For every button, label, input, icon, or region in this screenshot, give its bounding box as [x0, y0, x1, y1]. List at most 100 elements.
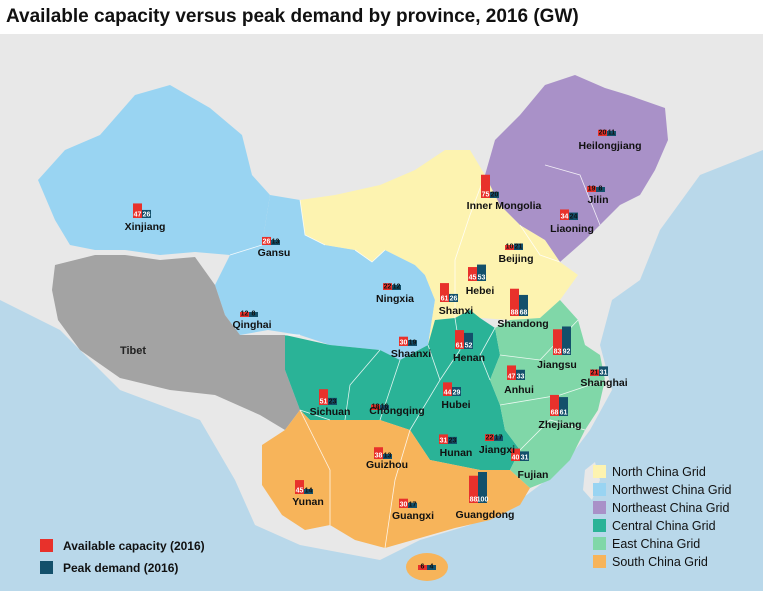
bar-value-available-sichuan: 51: [320, 399, 328, 406]
region-gansu-qinghai-ningxia-shaanxi: [215, 195, 435, 360]
bar-value-peak-shaanxi: 19: [409, 340, 417, 347]
bar-peak-shaanxi: [408, 340, 417, 346]
bar-value-peak-qinghai: 8: [252, 311, 256, 318]
bar-value-peak-inner-mongolia: 20: [491, 192, 499, 199]
province-label-qinghai: Qinghai: [232, 319, 271, 331]
bar-available-shaanxi: [399, 336, 408, 346]
province-label-sichuan: Sichuan: [310, 406, 351, 418]
bar-available-shanghai: [590, 369, 599, 376]
legend-swatch-northwest-china: [593, 483, 606, 496]
bar-peak-liaoning: [569, 212, 578, 220]
bar-value-peak-sichuan: 23: [329, 399, 337, 406]
bar-peak-shandong: [519, 294, 528, 316]
legend-swatch-peak: [40, 561, 53, 574]
province-label-hunan: Hunan: [440, 447, 473, 459]
bar-available-liaoning: [560, 209, 569, 220]
province-label-shaanxi: Shaanxi: [391, 348, 431, 360]
bar-value-peak-yunan: 14: [305, 488, 313, 495]
bar-value-peak-jilin: 8: [599, 186, 603, 193]
bar-value-available-jiangxi: 22: [486, 435, 494, 442]
bar-peak-beijing: [514, 243, 523, 250]
bar-available-beijing: [505, 245, 514, 250]
province-label-chongqing: Chongqing: [369, 405, 424, 417]
bar-value-peak-zhejiang: 61: [560, 410, 568, 417]
province-label-hebei: Hebei: [466, 285, 495, 297]
tibet-label: Tibet: [120, 345, 146, 357]
bar-available-jilin: [587, 186, 596, 192]
bar-available-guangdong: [469, 475, 478, 503]
bar-peak-ningxia: [392, 285, 401, 290]
bar-value-available-qinghai: 12: [241, 311, 249, 318]
bar-available-jiangsu: [553, 329, 562, 355]
bar-value-peak-guangxi: 17: [409, 502, 417, 509]
bar-available-chongqing: [371, 404, 380, 410]
province-label-henan: Henan: [453, 352, 485, 364]
province-label-ningxia: Ningxia: [376, 293, 414, 305]
legend-swatch-north-china: [593, 465, 606, 478]
province-label-xinjiang: Xinjiang: [125, 221, 166, 233]
bar-available-hebei: [468, 267, 477, 281]
bar-available-ningxia: [383, 283, 392, 290]
province-label-inner-mongolia: Inner Mongolia: [467, 200, 542, 212]
legend-label-peak: Peak demand (2016): [63, 561, 178, 575]
bar-available-xinjiang: [133, 203, 142, 218]
bar-value-available-hunan: 31: [440, 438, 448, 445]
region-central-china: [285, 310, 520, 470]
bar-value-available-shandong: 88: [511, 310, 519, 317]
legend-swatch-northeast-china: [593, 501, 606, 514]
bar-value-available-chongqing: 18: [372, 404, 380, 411]
legend-label-north-china: North China Grid: [612, 465, 706, 479]
bar-available-anhui: [507, 365, 516, 380]
legend-swatch-south-china: [593, 555, 606, 568]
legend-swatch-available: [40, 539, 53, 552]
bar-value-available-guangdong: 88: [470, 497, 478, 504]
bar-peak-fujian: [520, 451, 529, 461]
province-label-heilongjiang: Heilongjiang: [579, 140, 642, 152]
province-label-anhui: Anhui: [504, 384, 534, 396]
bar-value-peak-xinjiang: 26: [143, 212, 151, 219]
province-label-zhejiang: Zhejiang: [538, 419, 581, 431]
series-legend: Available capacity (2016) Peak demand (2…: [40, 539, 205, 575]
bar-peak-jilin: [596, 187, 605, 192]
bar-peak-hubei: [452, 387, 461, 396]
province-label-jiangsu: Jiangsu: [537, 359, 577, 371]
legend-label-central-china: Central China Grid: [612, 519, 716, 533]
bar-available-inner-mongolia: [481, 174, 490, 198]
bar-available-sichuan: [319, 389, 328, 405]
bar-peak-chongqing: [380, 405, 389, 410]
region-northeast-china: [485, 75, 668, 262]
bar-available-heilongjiang: [598, 129, 607, 136]
bar-value-available-jiangsu: 83: [554, 349, 562, 356]
province-label-shanxi: Shanxi: [439, 305, 474, 317]
legend-swatch-east-china: [593, 537, 606, 550]
province-label-gansu: Gansu: [258, 247, 291, 259]
bar-value-available-henan: 61: [456, 343, 464, 350]
bar-value-peak-hebei: 53: [478, 275, 486, 282]
bar-value-available-anhui: 47: [508, 374, 516, 381]
province-label-shanghai: Shanghai: [580, 377, 627, 389]
bar-available-zhejiang: [550, 394, 559, 416]
bar-value-peak-shanghai: 31: [600, 370, 608, 377]
bar-available-fujian: [511, 448, 520, 461]
bar-peak-heilongjiang: [607, 131, 616, 136]
bar-value-peak-hubei: 29: [453, 390, 461, 397]
province-label-fujian: Fujian: [518, 469, 549, 481]
legend-label-east-china: East China Grid: [612, 537, 700, 551]
bar-peak-sichuan: [328, 397, 337, 405]
bar-value-peak-ningxia: 12: [393, 284, 401, 291]
bar-value-peak-jiangsu: 92: [563, 349, 571, 356]
bar-value-available-shaanxi: 30: [400, 340, 408, 347]
province-label-yunan: Yunan: [292, 496, 324, 508]
bar-peak-hunan: [448, 436, 457, 444]
bar-value-available-ningxia: 22: [384, 284, 392, 291]
bar-value-available-liaoning: 34: [561, 214, 569, 221]
bar-value-available-zhejiang: 68: [551, 410, 559, 417]
bar-value-peak-henan: 52: [465, 343, 473, 350]
province-label-shandong: Shandong: [497, 318, 548, 330]
legend-label-available: Available capacity (2016): [63, 539, 205, 553]
bar-value-available-hainan: 6: [421, 564, 425, 571]
bar-value-peak-shanxi: 26: [450, 296, 458, 303]
legend-swatch-central-china: [593, 519, 606, 532]
bar-value-available-heilongjiang: 20: [599, 130, 607, 137]
